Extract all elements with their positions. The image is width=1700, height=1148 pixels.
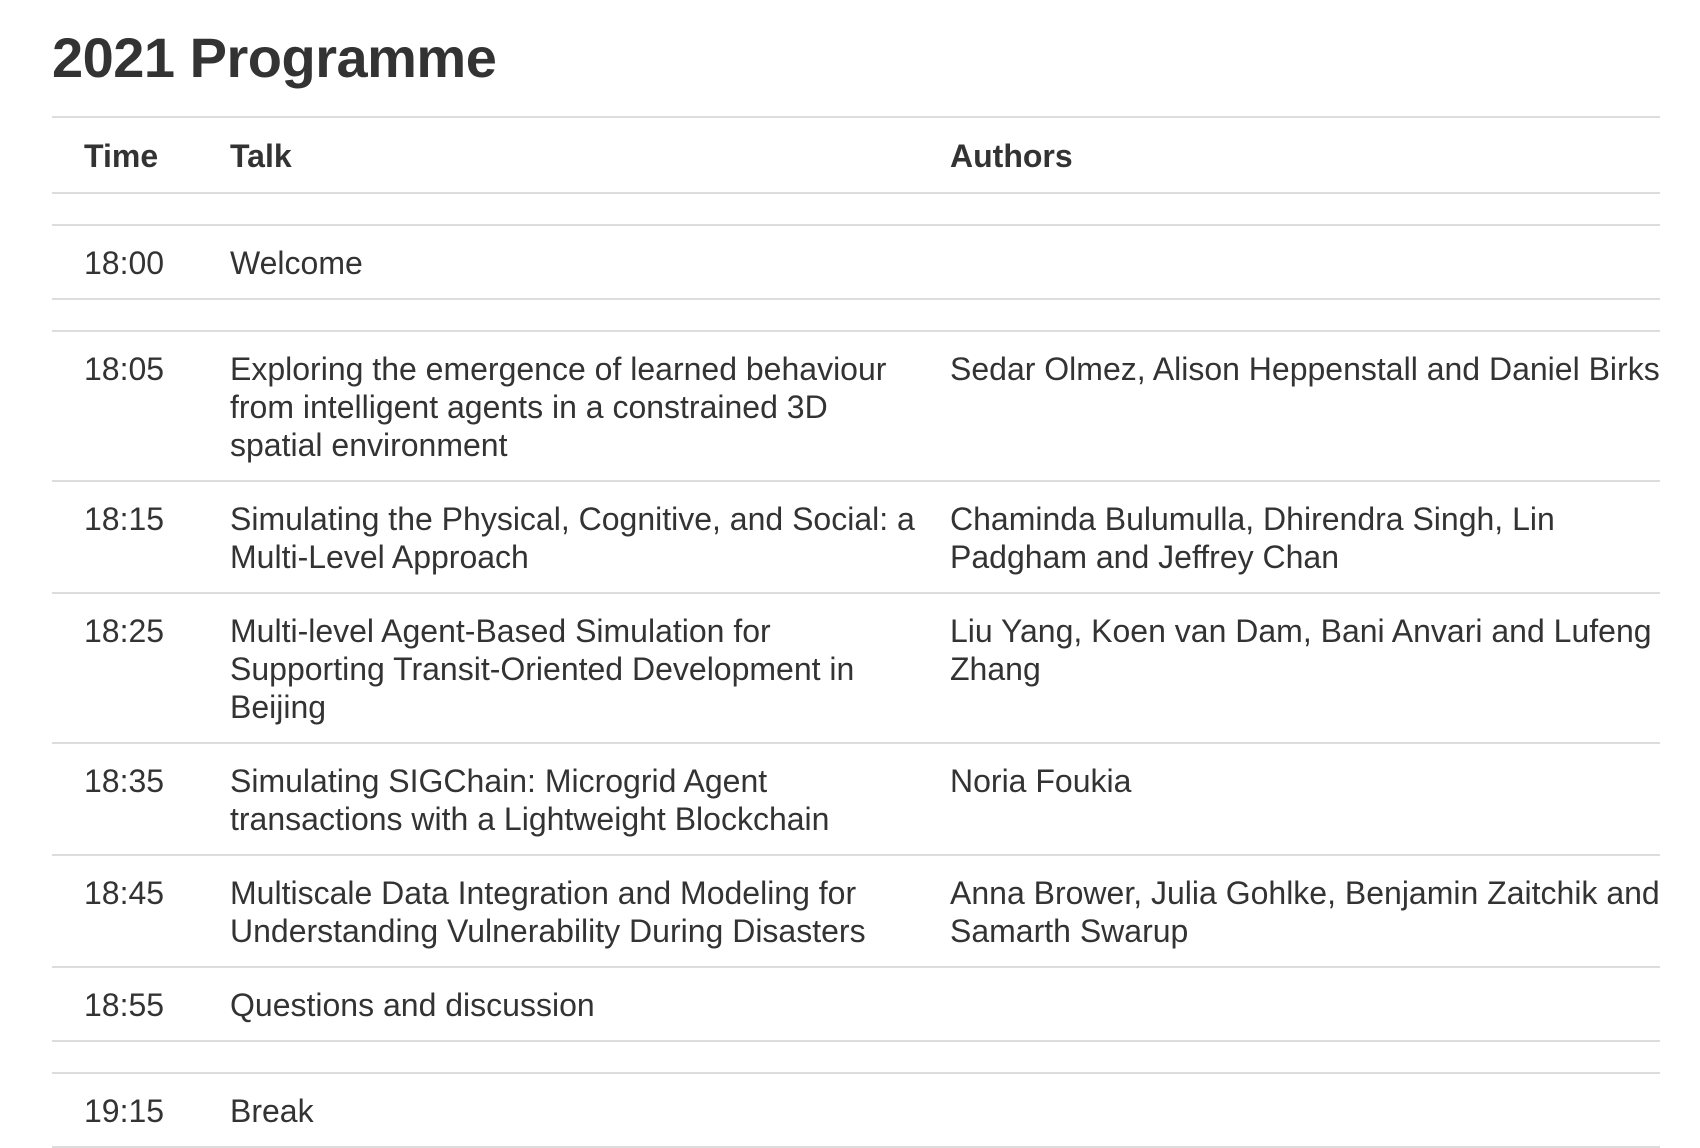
time-cell: 18:05 bbox=[52, 330, 198, 481]
table-row: 18:25 Multi-level Agent-Based Simulation… bbox=[52, 592, 1660, 743]
talk-cell: Break bbox=[198, 1072, 918, 1148]
authors-cell: Liu Yang, Koen van Dam, Bani Anvari and … bbox=[918, 592, 1660, 743]
time-cell: 18:55 bbox=[52, 966, 198, 1041]
table-row: 18:55 Questions and discussion bbox=[52, 966, 1660, 1041]
table-row-spacer bbox=[52, 192, 1660, 225]
table-row-spacer bbox=[52, 298, 1660, 331]
table-row: 18:45 Multiscale Data Integration and Mo… bbox=[52, 854, 1660, 967]
table-row: 18:00 Welcome bbox=[52, 224, 1660, 299]
table-row: 18:15 Simulating the Physical, Cognitive… bbox=[52, 480, 1660, 593]
time-cell: 18:00 bbox=[52, 224, 198, 299]
talk-cell: Multi-level Agent-Based Simulation for S… bbox=[198, 592, 918, 743]
spacer-cell bbox=[918, 298, 1660, 331]
spacer-cell bbox=[198, 298, 918, 331]
authors-cell bbox=[918, 224, 1660, 299]
authors-cell: Anna Brower, Julia Gohlke, Benjamin Zait… bbox=[918, 854, 1660, 967]
talk-cell: Questions and discussion bbox=[198, 966, 918, 1041]
authors-cell: Chaminda Bulumulla, Dhirendra Singh, Lin… bbox=[918, 480, 1660, 593]
table-row: 18:35 Simulating SIGChain: Microgrid Age… bbox=[52, 742, 1660, 855]
column-header-time: Time bbox=[52, 116, 198, 194]
time-cell: 18:45 bbox=[52, 854, 198, 967]
column-header-authors: Authors bbox=[918, 116, 1660, 194]
table-row: 18:05 Exploring the emergence of learned… bbox=[52, 330, 1660, 481]
spacer-cell bbox=[52, 192, 198, 225]
table-row-spacer bbox=[52, 1040, 1660, 1073]
spacer-cell bbox=[918, 192, 1660, 225]
authors-cell bbox=[918, 966, 1660, 1041]
talk-cell: Welcome bbox=[198, 224, 918, 299]
talk-cell: Simulating the Physical, Cognitive, and … bbox=[198, 480, 918, 593]
time-cell: 18:35 bbox=[52, 742, 198, 855]
table-header-row: Time Talk Authors bbox=[52, 116, 1660, 194]
spacer-cell bbox=[52, 1040, 198, 1073]
authors-cell: Noria Foukia bbox=[918, 742, 1660, 855]
table-row: 19:15 Break bbox=[52, 1072, 1660, 1148]
talk-cell: Exploring the emergence of learned behav… bbox=[198, 330, 918, 481]
spacer-cell bbox=[198, 192, 918, 225]
page-title: 2021 Programme bbox=[52, 26, 497, 89]
talk-cell: Simulating SIGChain: Microgrid Agent tra… bbox=[198, 742, 918, 855]
time-cell: 19:15 bbox=[52, 1072, 198, 1148]
time-cell: 18:25 bbox=[52, 592, 198, 743]
column-header-talk: Talk bbox=[198, 116, 918, 194]
spacer-cell bbox=[52, 298, 198, 331]
time-cell: 18:15 bbox=[52, 480, 198, 593]
spacer-cell bbox=[918, 1040, 1660, 1073]
programme-table: Time Talk Authors 18:00 Welcome bbox=[52, 116, 1660, 1148]
authors-cell: Sedar Olmez, Alison Heppenstall and Dani… bbox=[918, 330, 1660, 481]
authors-cell bbox=[918, 1072, 1660, 1148]
talk-cell: Multiscale Data Integration and Modeling… bbox=[198, 854, 918, 967]
spacer-cell bbox=[198, 1040, 918, 1073]
